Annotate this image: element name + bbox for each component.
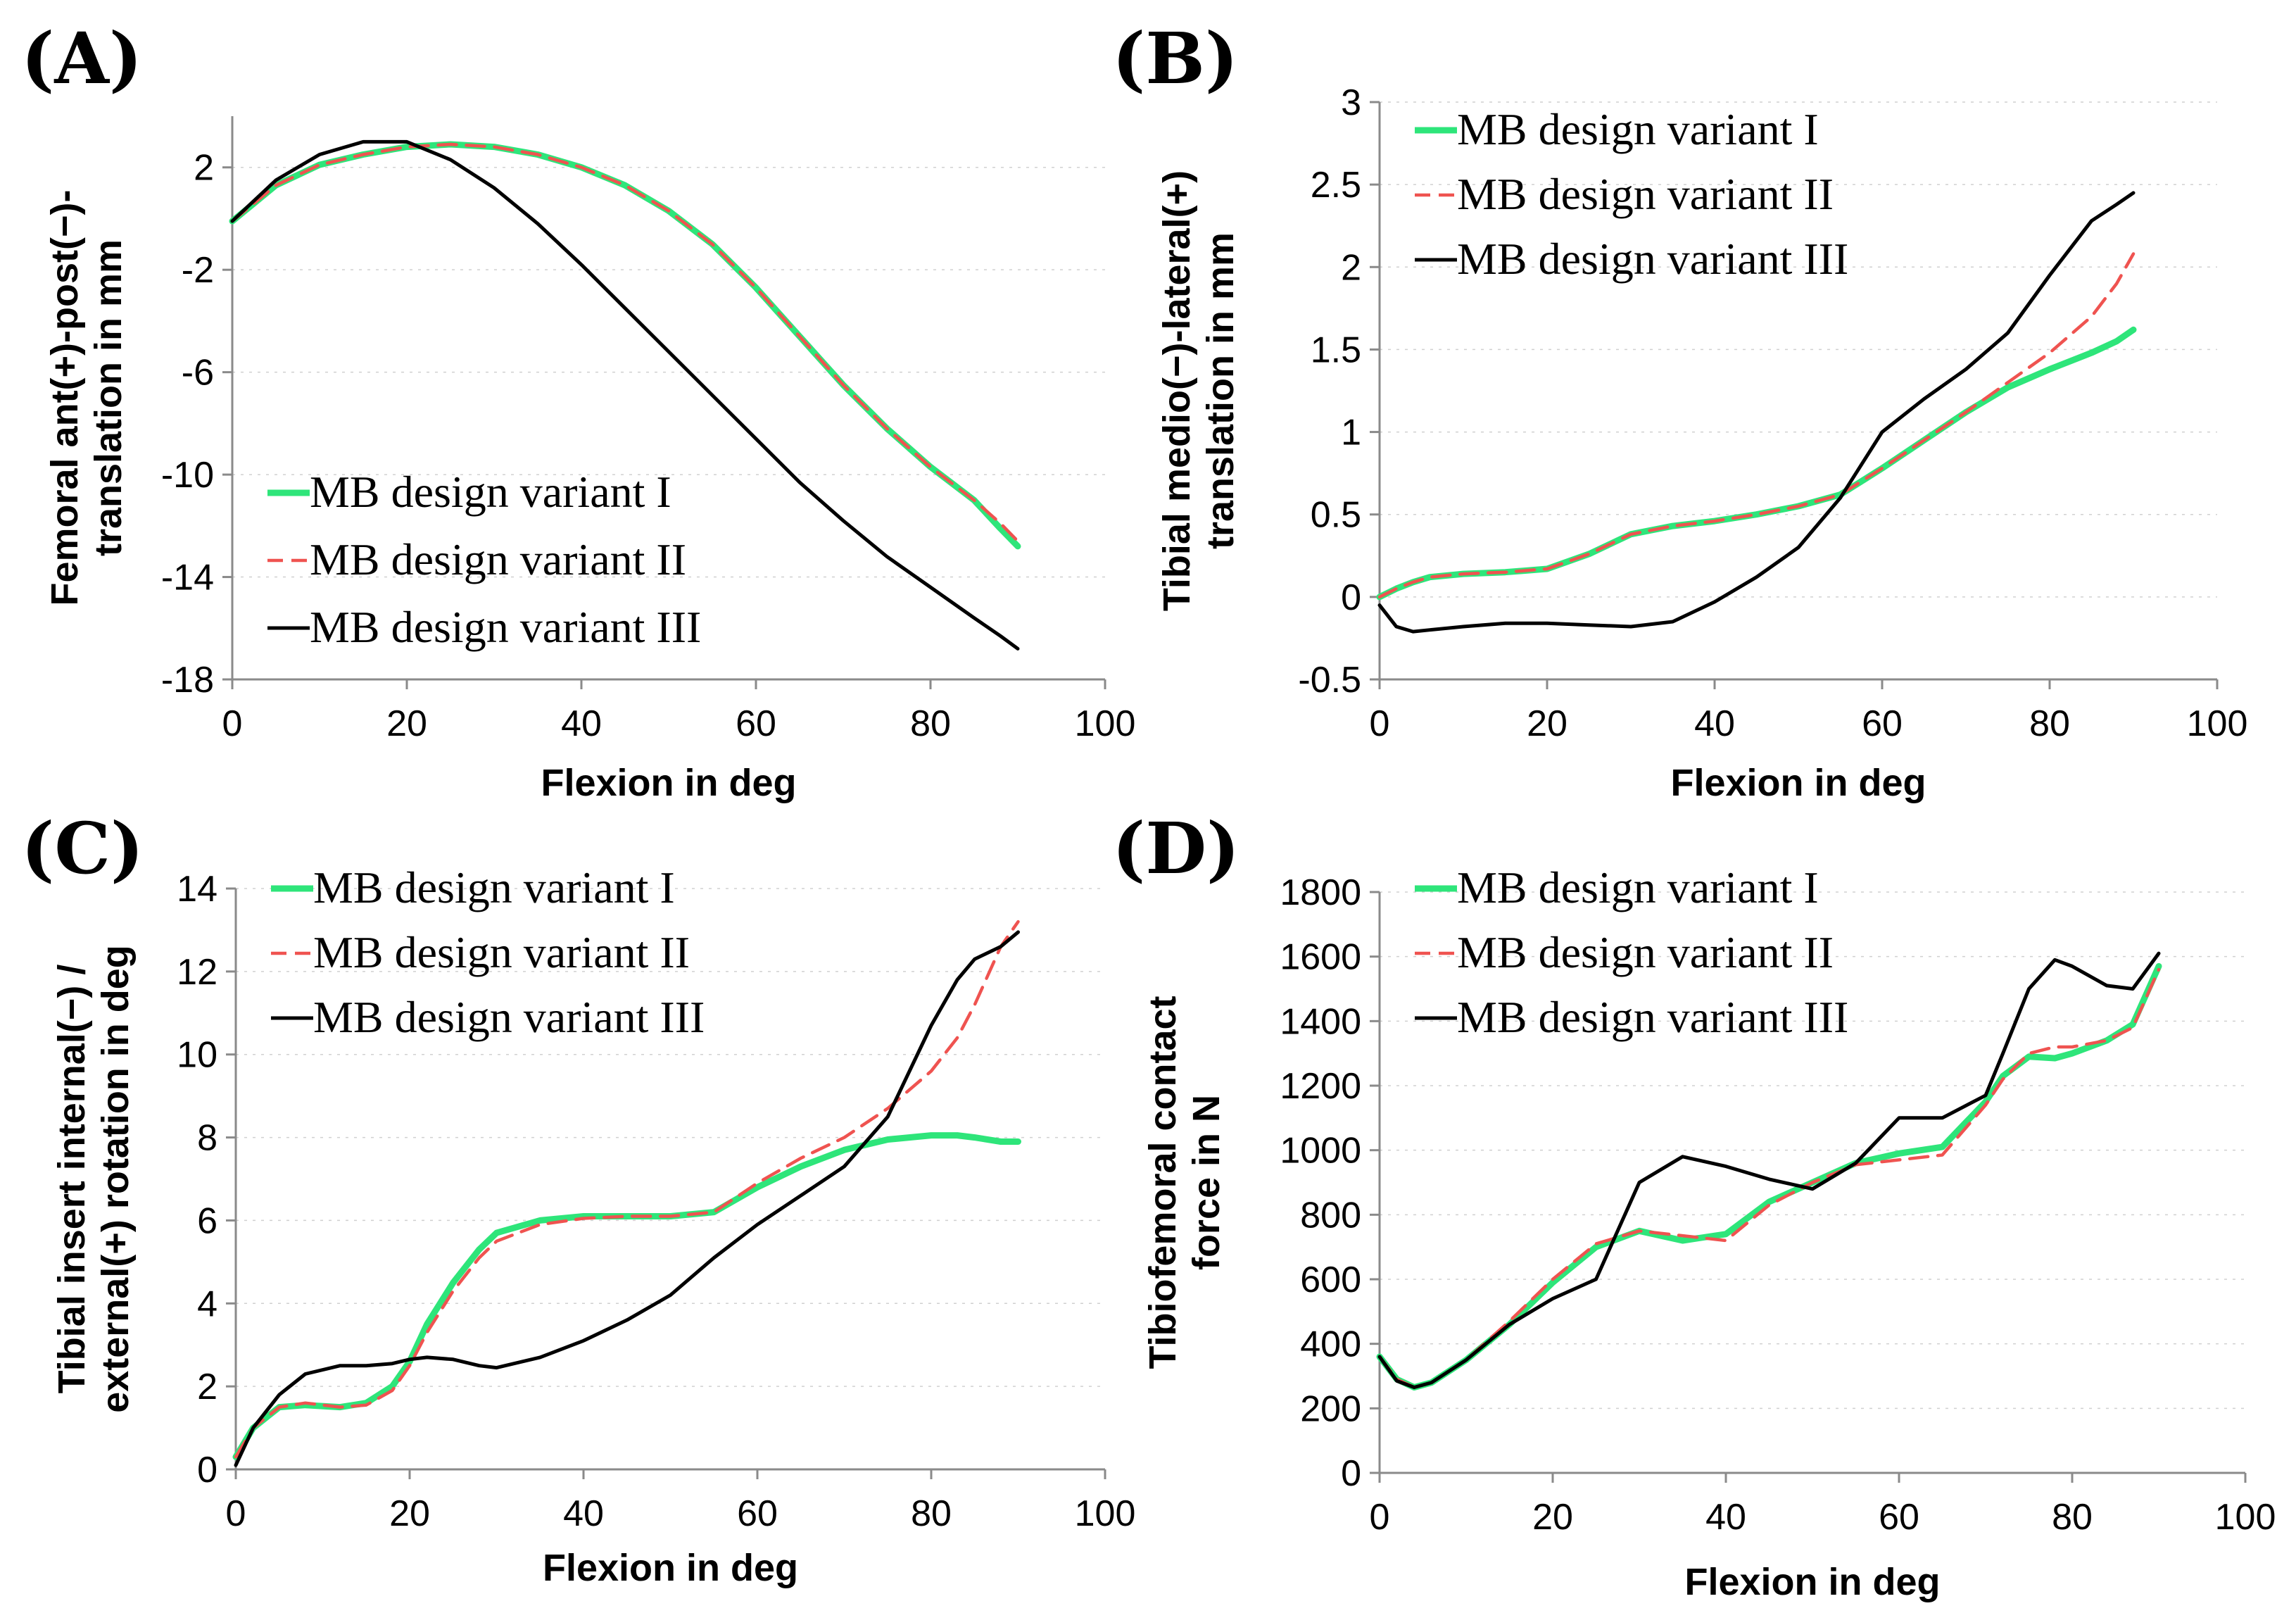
y-axis-title: external(+) rotation in deg [94,945,137,1413]
panel-2: (C) 0 2 4 6 8 10 12 14 0 20 40 60 80 100 Flexion in deg… [21,807,1135,1589]
y-tick-label: -2 [182,250,214,291]
y-tick-label: 400 [1300,1324,1361,1365]
x-tick-label: 80 [910,703,951,744]
y-tick-label: 14 [177,869,217,910]
panel-label: (D) [1112,807,1240,890]
y-tick-label: 200 [1300,1388,1361,1429]
x-tick-label: 80 [2052,1497,2093,1538]
x-tick-label: 40 [1705,1497,1746,1538]
series-line-1 [232,1132,1021,1460]
x-tick-label: 60 [736,703,776,744]
legend-label: MB design variant I [1457,862,1819,912]
y-axis-title: Femoral ant(+)-post(−)- [44,189,86,605]
x-tick-label: 20 [389,1493,430,1534]
x-tick-label: 20 [1527,703,1568,744]
y-tick-label: -14 [161,558,214,598]
x-tick-label: 100 [1075,703,1136,744]
legend-label: MB design variant I [1457,104,1819,154]
x-axis-title: Flexion in deg [541,762,796,804]
x-tick-label: 80 [2029,703,2070,744]
legend-label: MB design variant III [1457,234,1848,284]
legend-label: MB design variant I [313,862,675,912]
x-tick-label: 100 [1075,1493,1136,1534]
x-tick-label: 80 [911,1493,952,1534]
x-axis-title: Flexion in deg [543,1547,798,1589]
y-tick-label: 12 [177,952,217,993]
x-tick-label: 0 [226,1493,246,1534]
y-tick-label: 1 [1341,413,1361,453]
y-tick-label: 10 [177,1035,217,1076]
panel-3: (D) 0 200 400 600 800 1000 1200 1400 1600 1800 0 20 4… [1112,807,2276,1603]
x-tick-label: 0 [1370,703,1390,744]
y-tick-label: 1800 [1280,872,1361,913]
x-tick-label: 60 [1862,703,1903,744]
y-tick-label: 4 [197,1284,217,1324]
y-tick-label: 1.5 [1311,329,1361,370]
legend-label: MB design variant I [310,467,671,517]
x-tick-label: 0 [1370,1497,1390,1538]
y-axis-title: translation in mm [1199,232,1242,549]
x-axis-title: Flexion in deg [1670,762,1926,804]
panel-1: (B)-0.500.511.522.530 20 40 60 80 100Flexion … [1112,17,2247,804]
y-tick-label: 1600 [1280,937,1361,978]
y-tick-label: 0 [1341,1453,1361,1494]
series-line-2 [230,142,1020,543]
legend-label: MB design variant III [310,602,701,652]
x-tick-label: 100 [2215,1497,2276,1538]
y-tick-label: 1000 [1280,1131,1361,1172]
series-line-2 [1377,252,2136,599]
y-axis-title: translation in mm [87,239,130,556]
y-tick-label: 8 [197,1118,217,1159]
y-axis-title: Tibial medio(−)-lateral(+) [1156,170,1198,611]
y-axis-title: Tibial insert internal(−) / [51,965,93,1394]
x-tick-label: 40 [563,1493,604,1534]
x-tick-label: 40 [561,703,602,744]
panel-label: (A) [21,17,142,100]
x-tick-label: 0 [222,703,243,744]
y-tick-label: 0 [197,1450,217,1490]
y-tick-label: -18 [161,660,214,701]
x-tick-label: 100 [2187,703,2248,744]
legend-label: MB design variant II [310,534,686,584]
series-line-1 [1376,326,2137,601]
y-axis-title: force in N [1185,1095,1228,1270]
legend-label: MB design variant II [1457,169,1834,219]
x-axis-title: Flexion in deg [1684,1561,1940,1603]
y-tick-label: 2 [1341,247,1361,288]
legend-label: MB design variant II [313,927,690,977]
series-line-3 [234,930,1020,1467]
y-tick-label: 0 [1341,577,1361,618]
series-line-3 [1377,951,2161,1389]
y-tick-label: 1400 [1280,1001,1361,1042]
legend-label: MB design variant II [1457,927,1834,977]
y-tick-label: 800 [1300,1195,1361,1236]
legend-label: MB design variant III [1457,992,1848,1042]
y-tick-label: -10 [161,455,214,496]
y-tick-label: -0.5 [1298,660,1361,701]
series-line-2 [234,920,1020,1459]
panel-label: (C) [21,807,144,890]
y-tick-label: 600 [1300,1260,1361,1300]
x-tick-label: 60 [737,1493,778,1534]
x-tick-label: 40 [1694,703,1735,744]
x-tick-label: 60 [1879,1497,1919,1538]
y-tick-label: 1200 [1280,1066,1361,1107]
y-tick-label: 2 [194,148,214,189]
y-axis-title: Tibiofemoral contact [1142,996,1184,1369]
y-tick-label: 6 [197,1200,217,1241]
x-tick-label: 20 [1532,1497,1573,1538]
y-tick-label: -6 [182,353,214,394]
y-tick-label: 0.5 [1311,495,1361,536]
x-tick-label: 20 [386,703,427,744]
panel-label: (B) [1112,17,1238,100]
legend-label: MB design variant III [313,992,705,1042]
series-line-3 [230,139,1020,651]
y-tick-label: 2 [197,1367,217,1407]
series-line-3 [1377,191,2136,634]
y-tick-label: 3 [1341,82,1361,123]
y-tick-label: 2.5 [1311,165,1361,206]
